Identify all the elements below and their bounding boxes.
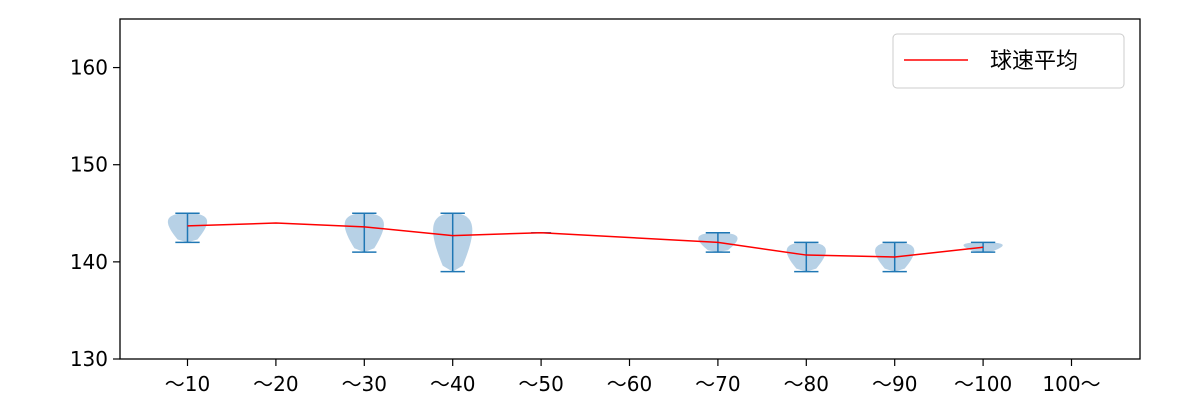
x-tick-label: ～60	[607, 372, 652, 396]
whisker-group	[175, 212, 996, 273]
x-tick-label: ～90	[872, 372, 917, 396]
violin-group	[167, 213, 1003, 272]
x-tick-label: ～50	[518, 372, 563, 396]
x-tick-label: ～40	[430, 372, 475, 396]
y-tick-label: 150	[70, 153, 108, 177]
x-tick-label: ～30	[342, 372, 387, 396]
legend-box	[892, 33, 1125, 89]
x-tick-label: ～10	[165, 372, 210, 396]
x-tick-label: ～70	[695, 372, 740, 396]
x-tick-label: ～20	[253, 372, 298, 396]
legend: 球速平均	[892, 33, 1125, 89]
x-axis: ～10 ～20 ～30 ～40 ～50 ～60 ～70 ～80 ～90 ～100 100～	[165, 359, 1101, 396]
y-tick-label: 130	[70, 347, 108, 371]
y-axis: 130 140 150 160	[70, 56, 120, 371]
y-tick-label: 160	[70, 56, 108, 80]
x-tick-label: ～100	[954, 372, 1012, 396]
x-tick-label: ～80	[784, 372, 829, 396]
y-tick-label: 140	[70, 250, 108, 274]
x-tick-label: 100～	[1042, 372, 1100, 396]
legend-label: 球速平均	[990, 49, 1078, 74]
mean-line-group	[187, 222, 984, 258]
mean-series-line	[187, 222, 984, 258]
